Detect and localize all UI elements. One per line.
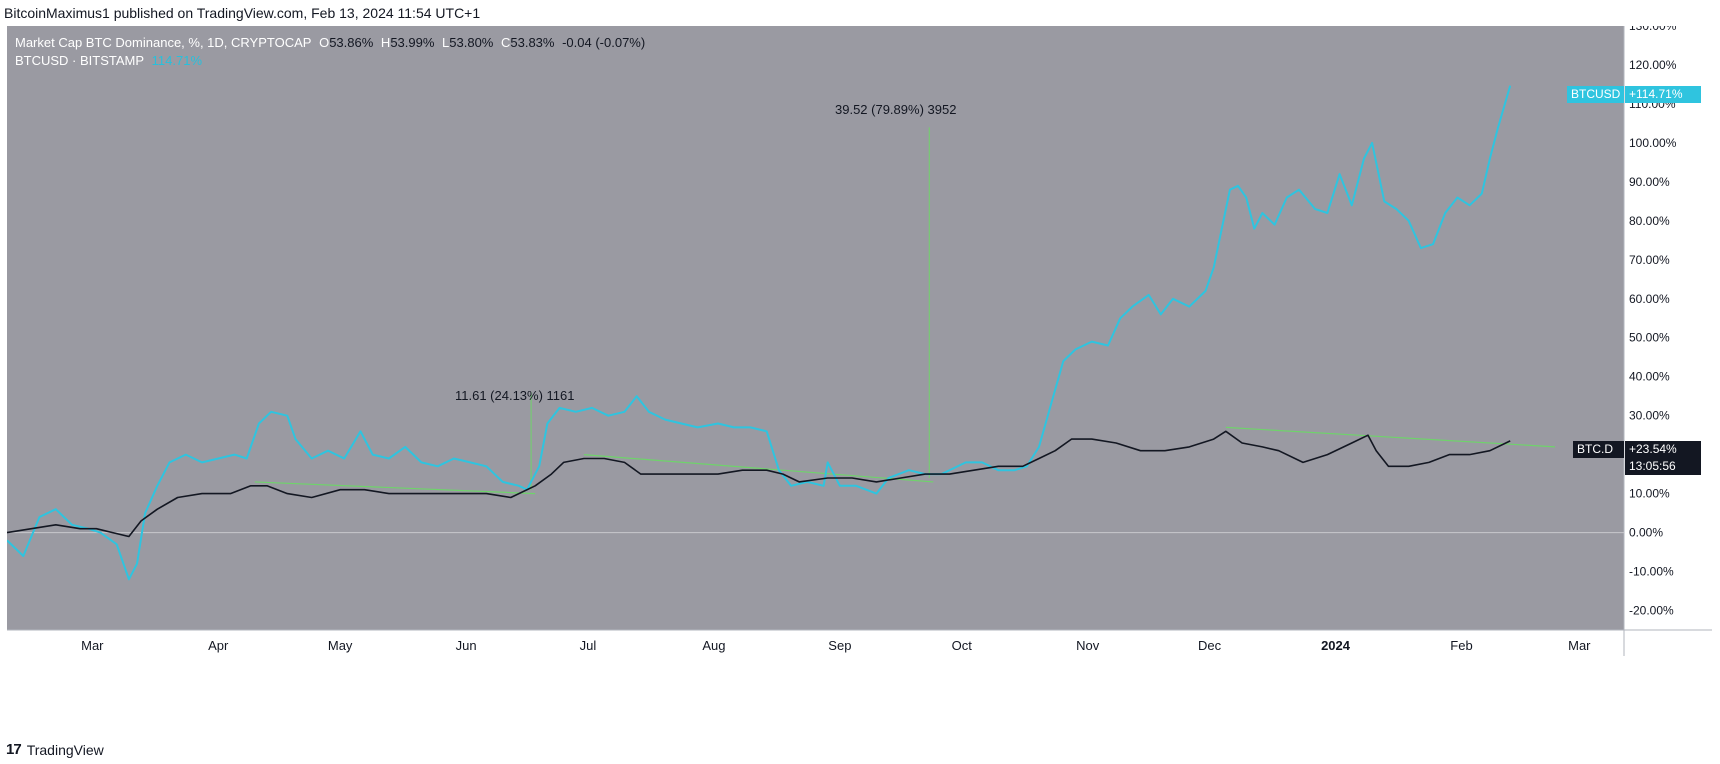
btcusd-value-badge: +114.71% [1625,86,1701,103]
btcd-value-badge: +23.54% [1625,441,1701,458]
x-tick-label: Aug [702,638,725,653]
trendline-1 [254,481,536,495]
legend-main: Market Cap BTC Dominance, %, 1D, CRYPTOC… [15,34,649,52]
tradingview-logo-icon: 17 [6,741,22,758]
x-tick-label: Dec [1198,638,1222,653]
x-axis-ticks: Mar Apr May Jun Jul Aug Sep Oct Nov Dec 2024 Feb Mar [81,638,1591,653]
x-tick-label: Feb [1450,638,1472,653]
trendline-3 [1225,426,1555,448]
y-tick-label: 120.00% [1629,58,1677,72]
y-tick-label: 70.00% [1629,253,1670,267]
y-tick-label: 80.00% [1629,214,1670,228]
legend-compare-title: BTCUSD · BITSTAMP [15,53,145,68]
x-tick-label: Nov [1076,638,1100,653]
measure-label-1: 11.61 (24.13%) 1161 [455,388,575,403]
btcusd-series-line [7,85,1512,581]
legend-open-value: 53.86% [329,35,374,50]
y-tick-label: 90.00% [1629,175,1670,189]
x-tick-label: Mar [1568,638,1591,653]
legend-compare-value: 114.71% [151,53,203,68]
chart-svg[interactable]: 130.00%120.00%110.00%100.00%90.00%80.00%… [7,26,1712,734]
y-tick-label: 10.00% [1629,487,1670,501]
legend-high-label: H [380,35,391,50]
y-tick-label: 60.00% [1629,292,1670,306]
x-tick-label: Apr [208,638,229,653]
chart-area[interactable]: 130.00% 120.00% 110.00% 100.00% 90.00% 80.00%… [7,26,1712,734]
btcusd-symbol-badge: BTCUSD [1567,86,1624,103]
measure-label-2: 39.52 (79.89%) 3952 [835,102,957,117]
btc-dominance-series-line [7,430,1511,538]
measure-markers [530,127,930,490]
y-tick-label: 130.00% [1629,26,1677,33]
publisher-line: BitcoinMaximus1 published on TradingView… [4,5,481,21]
legend-close-value: 53.83% [510,35,555,50]
x-tick-label: Sep [828,638,851,653]
countdown-badge: 13:05:56 [1625,458,1701,475]
plot-background [7,26,1624,630]
legend-low-label: L [442,35,450,50]
legend-low-value: 53.80% [449,35,494,50]
y-tick-label: 30.00% [1629,409,1670,423]
y-tick-label: -10.00% [1629,565,1674,579]
x-tick-label: Jun [456,638,477,653]
legend-change: -0.04 (-0.07%) [562,35,646,50]
y-tick-label: 0.00% [1629,526,1663,540]
y-tick-label: 50.00% [1629,331,1670,345]
legend-compare[interactable]: BTCUSD · BITSTAMP 114.71% [15,52,206,70]
footer-brand: TradingView [26,742,104,758]
legend-high-value: 53.99% [390,35,435,50]
y-tick-label: -20.00% [1629,604,1674,618]
legend-main-title: Market Cap BTC Dominance, %, 1D, CRYPTOC… [15,35,312,50]
btcd-symbol-badge: BTC.D [1573,441,1624,458]
legend-close-label: C [500,35,511,50]
price-axis-background [1624,26,1712,630]
footer: 17 TradingView [6,738,104,762]
x-tick-label: 2024 [1321,638,1351,653]
x-tick-label: Mar [81,638,104,653]
trendline-2 [583,454,934,483]
x-tick-label: May [328,638,353,653]
legend-open-label: O [319,35,330,50]
publisher-header: BitcoinMaximus1 published on TradingView… [4,2,480,24]
series-lines [7,85,1512,581]
y-tick-label: 100.00% [1629,136,1677,150]
x-tick-label: Jul [580,638,597,653]
y-tick-label: 40.00% [1629,370,1670,384]
trendlines [254,426,1555,495]
x-tick-label: Oct [952,638,973,653]
